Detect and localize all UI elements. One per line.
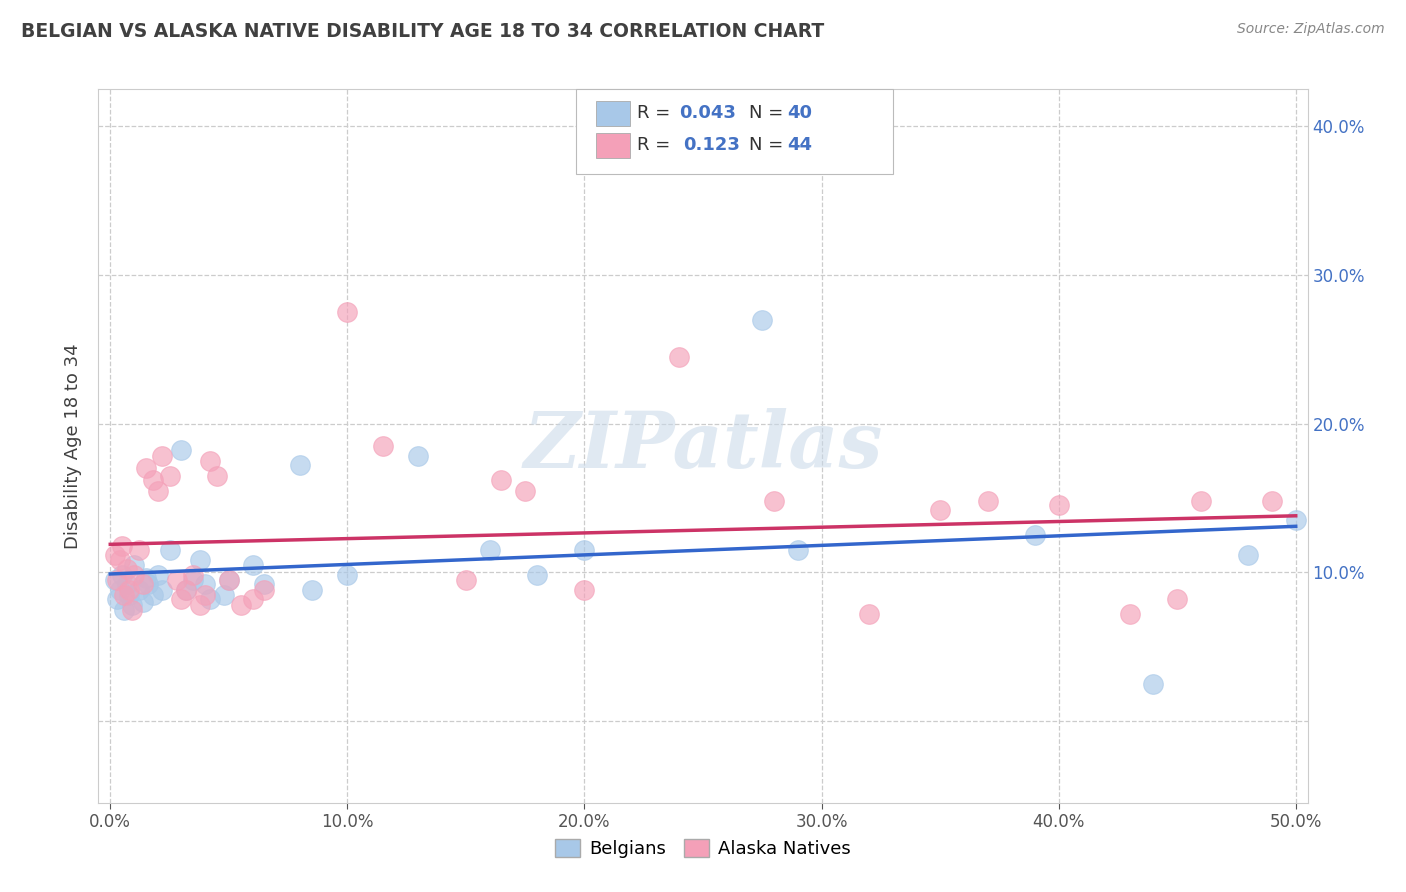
Point (336, 305, 359, 319)
Point (115, 577, 138, 591)
Point (198, 454, 221, 468)
Point (142, 588, 165, 602)
Point (181, 568, 204, 582)
Point (152, 450, 174, 464)
Point (115, 562, 138, 576)
Point (786, 543, 808, 558)
Point (1237, 548, 1260, 562)
Point (114, 588, 136, 602)
Point (526, 568, 548, 582)
Point (104, 548, 127, 562)
Point (146, 483, 169, 498)
Point (198, 592, 221, 607)
Point (288, 458, 311, 473)
Point (111, 568, 134, 582)
Point (491, 473, 513, 487)
Point (253, 583, 276, 598)
Point (174, 583, 197, 598)
Point (111, 539, 134, 553)
Text: 0.043: 0.043 (679, 104, 735, 122)
Legend: Belgians, Alaska Natives: Belgians, Alaska Natives (547, 831, 859, 865)
Text: 40: 40 (787, 104, 813, 122)
Point (170, 443, 193, 458)
Point (1261, 494, 1284, 508)
Point (515, 483, 537, 498)
Point (218, 573, 240, 587)
Text: Source: ZipAtlas.com: Source: ZipAtlas.com (1237, 22, 1385, 37)
Point (253, 577, 276, 591)
Point (104, 573, 127, 587)
Point (371, 439, 394, 453)
Point (121, 598, 143, 612)
Point (190, 553, 212, 567)
Point (194, 577, 217, 591)
Point (159, 468, 181, 483)
Text: 0.123: 0.123 (683, 136, 740, 154)
Point (132, 595, 155, 609)
Point (858, 607, 880, 621)
Point (242, 592, 264, 607)
Point (174, 583, 197, 598)
Point (1142, 677, 1164, 691)
Point (1285, 513, 1308, 527)
Point (108, 583, 131, 598)
Point (105, 573, 128, 587)
Point (166, 573, 188, 587)
Point (128, 583, 150, 598)
Point (478, 543, 501, 558)
Point (212, 588, 235, 602)
Text: R =: R = (637, 136, 682, 154)
Point (1166, 592, 1188, 607)
Point (136, 577, 159, 591)
Point (668, 350, 690, 364)
Point (118, 583, 141, 598)
Point (135, 571, 157, 585)
Point (181, 573, 204, 587)
Point (1047, 499, 1070, 513)
Point (1024, 528, 1046, 542)
Point (108, 553, 131, 567)
Point (751, 312, 773, 326)
Point (118, 588, 141, 602)
Point (121, 602, 143, 616)
Point (142, 473, 165, 487)
Point (114, 602, 136, 616)
Point (229, 598, 252, 612)
Text: R =: R = (637, 104, 676, 122)
Point (170, 592, 193, 607)
Point (218, 573, 240, 587)
Point (205, 468, 228, 483)
Point (128, 543, 150, 558)
Point (574, 583, 596, 598)
Point (190, 598, 212, 612)
Point (152, 583, 174, 598)
Text: ZIPatlas: ZIPatlas (523, 408, 883, 484)
Point (122, 568, 145, 582)
Text: N =: N = (749, 104, 789, 122)
Point (336, 568, 359, 582)
Y-axis label: Disability Age 18 to 34: Disability Age 18 to 34 (65, 343, 83, 549)
Point (122, 558, 145, 572)
Point (574, 543, 596, 558)
Point (242, 558, 264, 572)
Point (1189, 494, 1212, 508)
Point (763, 494, 786, 508)
Text: BELGIAN VS ALASKA NATIVE DISABILITY AGE 18 TO 34 CORRELATION CHART: BELGIAN VS ALASKA NATIVE DISABILITY AGE … (21, 22, 824, 41)
Point (1119, 607, 1142, 621)
Point (976, 494, 998, 508)
Point (105, 592, 128, 607)
Point (408, 450, 430, 464)
Point (929, 503, 952, 517)
Point (159, 543, 181, 558)
Point (194, 588, 217, 602)
Point (132, 577, 155, 591)
Point (146, 568, 169, 582)
Point (454, 573, 477, 587)
Point (135, 461, 157, 475)
Text: N =: N = (749, 136, 789, 154)
Text: 44: 44 (787, 136, 813, 154)
Point (301, 583, 323, 598)
